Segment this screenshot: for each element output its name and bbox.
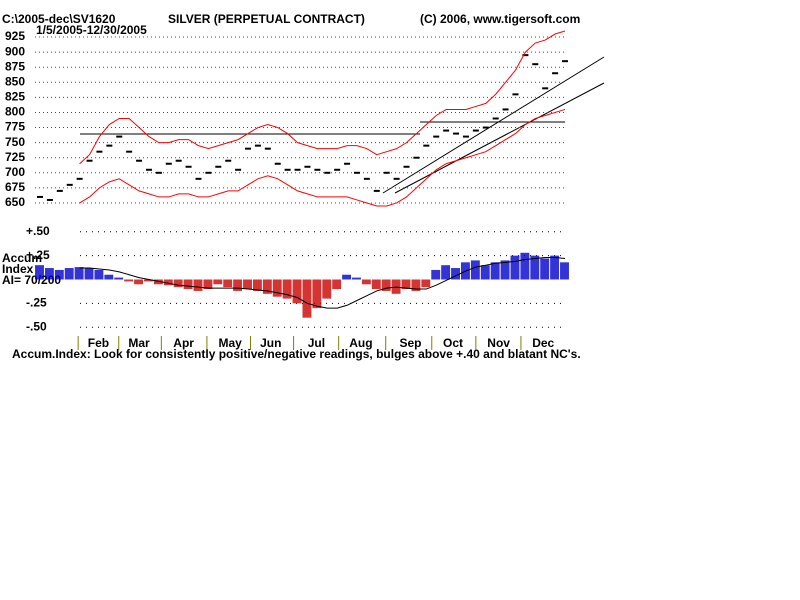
accum-bar	[342, 274, 352, 280]
accum-bar	[401, 279, 411, 290]
accum-bar	[223, 279, 233, 288]
accum-bar	[332, 279, 342, 290]
y-tick-label: 850	[5, 74, 25, 88]
accum-bar	[282, 279, 292, 299]
accum-bar	[530, 255, 540, 280]
x-tick-label: Aug	[349, 336, 372, 350]
accum-bar	[322, 279, 332, 299]
accum-bar	[490, 262, 500, 280]
copyright: (C) 2006, www.tigersoft.com	[420, 12, 580, 26]
accum-bar	[203, 279, 213, 290]
accum-bar	[193, 279, 203, 291]
x-tick-label: Sep	[399, 336, 421, 350]
accum-bar	[252, 279, 262, 291]
accum-bar	[114, 277, 124, 280]
accum-bar	[391, 279, 401, 294]
trend-line	[382, 56, 605, 194]
y-tick-label: 800	[5, 105, 25, 119]
y-tick-label: 925	[5, 29, 25, 43]
y-tick-label: 650	[5, 195, 25, 209]
accum-bar	[292, 279, 302, 304]
accum-bar	[94, 269, 104, 280]
accum-bar	[520, 252, 530, 280]
x-tick-label: Dec	[532, 336, 554, 350]
x-tick-label: Feb	[88, 336, 109, 350]
accum-bar	[35, 265, 44, 280]
accum-bar	[173, 279, 183, 288]
accum-bar	[470, 260, 480, 280]
y-tick-label: -.25	[26, 296, 47, 310]
trend-line	[394, 82, 605, 194]
accum-bar	[124, 279, 134, 282]
chart-title: SILVER (PERPETUAL CONTRACT)	[168, 12, 365, 26]
series-line	[79, 108, 566, 207]
y-tick-label: 825	[5, 90, 25, 104]
accum-bar	[183, 279, 193, 290]
accum-bar	[272, 279, 282, 297]
accum-bar	[104, 274, 114, 280]
accum-bar	[134, 279, 144, 285]
accum-bar	[381, 279, 391, 291]
x-tick-label: Jun	[260, 336, 281, 350]
accum-bar	[84, 268, 94, 280]
y-tick-label: 900	[5, 44, 25, 58]
accum-bar	[144, 279, 153, 282]
accum-bar	[371, 279, 381, 290]
x-tick-label: Nov	[487, 336, 510, 350]
y-axis-label: Accum	[2, 251, 42, 265]
accum-bar	[560, 262, 569, 280]
accum-bar	[500, 260, 510, 280]
accum-bar	[441, 265, 451, 280]
x-tick-label: Mar	[128, 336, 150, 350]
accum-bar	[163, 279, 173, 286]
x-tick-label: Apr	[173, 336, 194, 350]
accum-bar	[153, 279, 163, 285]
y-tick-label: +.25	[26, 248, 50, 262]
accum-bar	[312, 279, 322, 309]
date-range: 1/5/2005-12/30/2005	[36, 23, 147, 37]
y-tick-label: 775	[5, 120, 25, 134]
accum-bar	[302, 279, 312, 318]
accum-bar	[54, 269, 64, 280]
accum-bar	[421, 279, 431, 288]
y-axis-label: Index	[2, 262, 34, 276]
accum-bar	[64, 268, 74, 280]
accum-bar	[411, 279, 421, 291]
series-line	[79, 30, 566, 165]
accum-bar	[431, 269, 441, 280]
y-tick-label: 700	[5, 165, 25, 179]
accum-bar	[361, 279, 371, 285]
accum-bar	[550, 255, 560, 280]
accum-bar	[262, 279, 272, 294]
series-line	[79, 257, 566, 309]
y-tick-label: +.50	[26, 224, 50, 238]
y-tick-label: 750	[5, 135, 25, 149]
accum-bar	[243, 279, 252, 290]
x-tick-label: May	[219, 336, 243, 350]
accum-bar	[233, 279, 243, 291]
y-tick-label: 875	[5, 59, 25, 73]
accum-bar	[213, 279, 223, 285]
accum-bar	[540, 258, 550, 280]
y-tick-label: 675	[5, 180, 25, 194]
accum-bar	[510, 255, 520, 280]
x-tick-label: Jul	[308, 336, 325, 350]
file-label: C:\2005-dec\SV1620	[2, 12, 116, 26]
accum-bar	[74, 267, 84, 280]
accum-bar	[451, 268, 460, 280]
accum-bar	[480, 265, 490, 280]
x-tick-label: Oct	[443, 336, 463, 350]
y-tick-label: -.50	[26, 319, 47, 333]
footer-note: Accum.Index: Look for consistently posit…	[12, 347, 581, 361]
accum-bar	[352, 277, 361, 280]
accum-bar	[44, 268, 54, 280]
y-tick-label: 725	[5, 150, 25, 164]
